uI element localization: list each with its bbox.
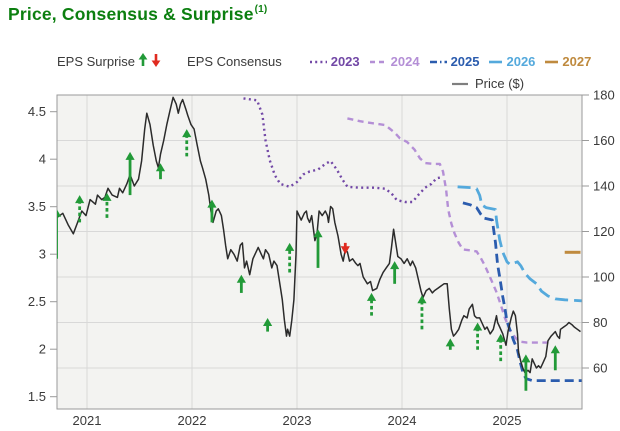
surprise-arrow-up: [550, 345, 560, 371]
price-line-sample-icon: [452, 82, 468, 85]
price-legend-label: Price ($): [475, 76, 525, 91]
legend-year-2027: 2027: [544, 54, 591, 69]
y-right-tick-label: 180: [593, 88, 615, 103]
legend-year-2023: 2023: [309, 54, 360, 69]
surprise-arrow-up: [390, 261, 400, 284]
surprise-arrow-up: [207, 199, 217, 223]
surprise-arrow-up: [236, 274, 246, 293]
x-tick-label: 2024: [388, 413, 417, 428]
surprise-arrow-up: [125, 151, 135, 196]
surprise-arrow-up: [263, 317, 273, 332]
surprise-arrow-up: [445, 338, 455, 350]
consensus-line-2025: [462, 201, 582, 383]
y-left-tick-label: 1.5: [28, 389, 46, 404]
legend-line-sample-icon: [489, 60, 503, 63]
y-left-tick-label: 4.5: [28, 104, 46, 119]
y-right-tick-label: 100: [593, 270, 615, 285]
price-line: [57, 96, 581, 374]
y-right-tick-label: 160: [593, 133, 615, 148]
y-left-tick-label: 4: [39, 152, 46, 167]
price-legend: Price ($): [452, 76, 524, 91]
legend-year-2026: 2026: [488, 54, 535, 69]
eps-consensus-label: EPS Consensus: [187, 54, 282, 69]
y-left-tick-label: 3.5: [28, 199, 46, 214]
legend-year-label: 2027: [562, 54, 592, 69]
surprise-arrow-up: [417, 295, 427, 330]
eps-surprise-label: EPS Surprise: [57, 54, 136, 69]
x-tick-label: 2021: [73, 413, 102, 428]
y-left-tick-label: 2: [39, 342, 46, 357]
consensus-line-2023: [243, 97, 443, 204]
surprise-arrow-up: [285, 242, 295, 273]
surprise-arrow-up: [521, 354, 531, 391]
y-right-tick-label: 60: [593, 361, 607, 376]
surprise-arrow-up: [182, 129, 192, 157]
title-text: Price, Consensus & Surprise: [8, 4, 254, 24]
surprise-arrow-up: [473, 322, 483, 350]
chart-legend: EPS Surprise EPS Consensus 2023 2024 2025 2…: [57, 53, 600, 70]
x-tick-label: 2023: [283, 413, 312, 428]
page-title: Price, Consensus & Surprise(1): [8, 4, 267, 25]
consensus-line-2024: [347, 117, 551, 344]
surprise-arrow-up: [155, 163, 166, 180]
consensus-line-2026: [457, 185, 582, 303]
surprise-arrow-up: [57, 209, 62, 259]
surprise-up-arrow-icon: [138, 53, 148, 70]
legend-line-sample-icon: [369, 60, 387, 63]
y-right-tick-label: 140: [593, 179, 615, 194]
legend-year-2025: 2025: [429, 54, 480, 69]
surprise-arrow-up: [496, 333, 506, 362]
x-tick-label: 2022: [178, 413, 207, 428]
surprise-arrow-up: [75, 195, 85, 223]
legend-year-label: 2026: [506, 54, 536, 69]
surprise-arrow-up: [102, 192, 112, 218]
legend-year-2024: 2024: [369, 54, 420, 69]
title-superscript: (1): [254, 4, 268, 16]
y-left-tick-label: 3: [39, 247, 46, 262]
legend-year-label: 2024: [390, 54, 420, 69]
surprise-arrow-up: [313, 229, 323, 268]
surprise-arrow-down: [340, 242, 350, 255]
y-right-tick-label: 80: [593, 315, 607, 330]
legend-year-label: 2025: [450, 54, 480, 69]
y-left-tick-label: 2.5: [28, 294, 46, 309]
x-tick-label: 2025: [493, 413, 522, 428]
surprise-down-arrow-icon: [151, 53, 161, 70]
legend-line-sample-icon: [429, 60, 447, 63]
plot-background: [57, 95, 582, 409]
y-right-tick-label: 120: [593, 224, 615, 239]
legend-years: 2023 2024 2025 2026 2027: [309, 54, 601, 69]
legend-year-label: 2023: [330, 54, 360, 69]
legend-line-sample-icon: [545, 60, 559, 63]
surprise-arrow-up: [366, 292, 377, 316]
